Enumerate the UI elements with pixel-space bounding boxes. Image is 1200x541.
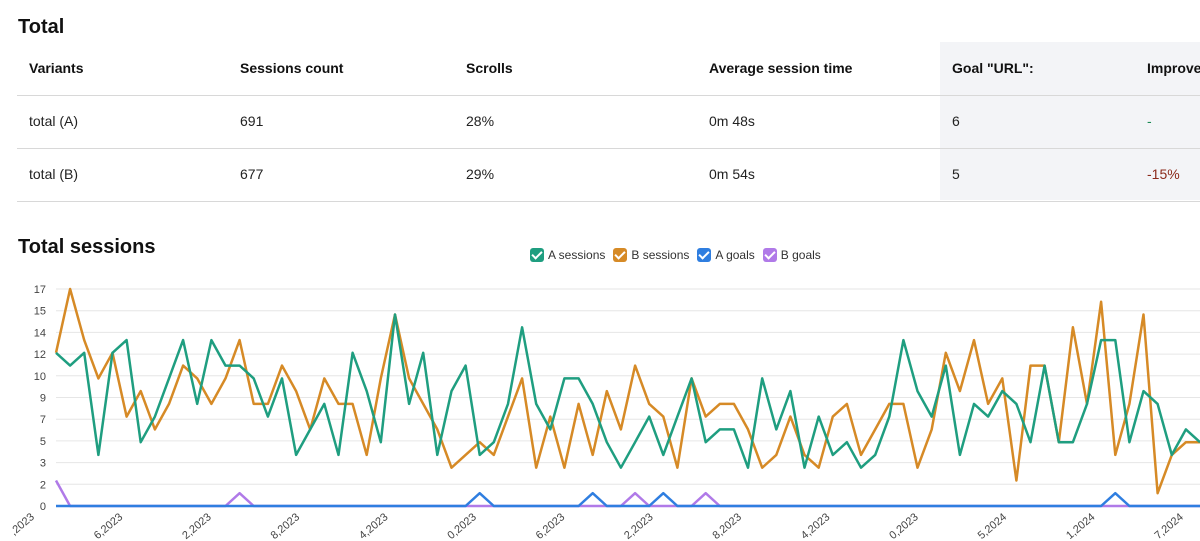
legend-toggle-a-goals[interactable]: A goals [697,248,755,262]
x-tick-label: 5,2024 [976,511,1009,541]
x-tick-label: 2,2023 [622,511,655,541]
header-scrolls: Scrolls [466,60,513,76]
y-tick-label: 14 [34,327,46,339]
series-line-a-sessions [55,313,1200,469]
legend-label: A goals [715,248,755,262]
y-tick-label: 3 [40,458,46,470]
y-tick-label: 7 [40,414,46,426]
cell-variant: total (B) [29,166,79,182]
y-tick-label: 17 [34,284,46,296]
checkbox-icon[interactable] [530,248,544,262]
cell-average-session-time: 0m 48s [709,113,755,129]
x-tick-label: 0,2023 [887,511,920,541]
table-header-row: Variants Sessions count Scrolls Average … [17,42,1200,96]
table-row: total (B) 677 29% 0m 54s 5 -15% [17,148,1200,202]
x-tick-label: 8,2023 [711,511,744,541]
y-tick-label: 12 [34,349,46,361]
x-tick-label: 0,2023 [445,511,478,541]
goal-column-highlight [940,42,1200,200]
x-tick-label: 8,2023 [269,511,302,541]
total-sessions-title: Total sessions [18,236,156,258]
x-tick-label: 2,2023 [180,511,213,541]
y-tick-label: 10 [34,371,46,383]
sessions-line-chart: 0 2 3 5 7 9 10 12 14 15 17 ,2023 6,2023 2,2023 8,2023 4… [8,284,1200,541]
y-tick-label: 2 [40,479,46,491]
series-line-a-goals [56,491,1200,508]
cell-goal-url: 5 [952,166,960,182]
checkbox-icon[interactable] [613,248,628,262]
legend-toggle-a-sessions[interactable]: A sessions [530,248,605,262]
x-tick-label: 6,2023 [92,511,125,541]
header-sessions-count: Sessions count [240,60,344,76]
cell-scrolls: 28% [466,113,495,129]
header-average-session-time: Average session time [709,60,853,76]
legend-toggle-b-goals[interactable]: B goals [762,248,821,262]
cell-sessions-count: 691 [240,113,264,129]
table-row: total (A) 691 28% 0m 48s 6 - [17,95,1200,149]
total-title: Total [18,16,65,38]
checkbox-icon[interactable] [762,248,777,262]
y-tick-label: 15 [34,306,46,318]
cell-sessions-count: 677 [240,166,264,182]
cell-scrolls: 29% [466,166,495,182]
x-tick-label: 4,2023 [357,511,390,541]
legend-label: A sessions [548,248,606,262]
legend-toggle-b-sessions[interactable]: B sessions [613,248,689,262]
x-tick-label: 6,2023 [534,511,567,541]
cell-variant: total (A) [29,113,79,129]
checkbox-icon[interactable] [697,248,712,262]
chart-legend: A sessions B sessions A goals B goals [530,246,829,264]
legend-label: B sessions [631,248,690,262]
cell-improvement: - [1147,113,1152,129]
cell-improvement: -15% [1147,166,1180,182]
y-tick-label: 5 [40,436,46,448]
cell-average-session-time: 0m 54s [709,166,755,182]
cell-goal-url: 6 [952,113,960,129]
y-tick-label: 9 [40,393,46,405]
header-goal-url: Goal "URL": [952,60,1034,76]
header-improvement: Improver [1147,60,1200,76]
header-variants: Variants [29,60,84,76]
x-tick-label: 1,2024 [1064,511,1097,541]
x-tick-label: 4,2023 [799,511,832,541]
y-tick-label: 0 [40,501,46,513]
x-tick-label: ,2023 [8,511,37,538]
x-tick-label: 7,2024 [1152,511,1185,541]
legend-label: B goals [780,248,821,262]
